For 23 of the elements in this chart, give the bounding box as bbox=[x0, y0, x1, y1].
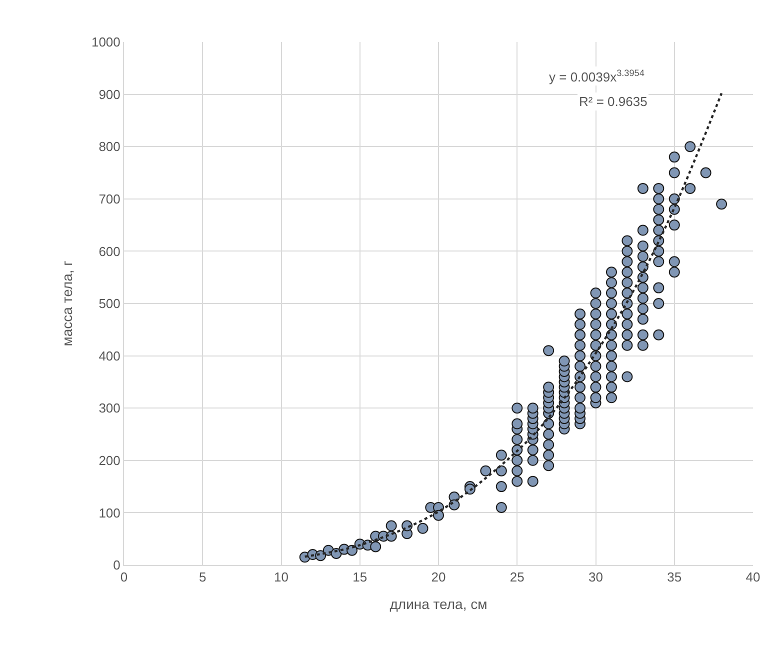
y-tick-label: 200 bbox=[98, 452, 120, 468]
x-tick-label: 40 bbox=[746, 570, 760, 585]
y-tick-label: 800 bbox=[98, 139, 120, 154]
y-tick-label: 1000 bbox=[91, 34, 120, 50]
x-axis-title: длина тела, см bbox=[390, 596, 488, 612]
y-tick-label: 300 bbox=[98, 400, 120, 416]
y-tick-label: 100 bbox=[98, 505, 120, 520]
x-tick-label: 15 bbox=[352, 570, 368, 585]
y-axis-title: масса тела, г bbox=[59, 260, 76, 346]
x-tick-label: 20 bbox=[431, 570, 446, 585]
y-tick-label: 700 bbox=[98, 191, 120, 206]
y-tick-label: 900 bbox=[98, 86, 120, 102]
x-tick-label: 30 bbox=[588, 570, 603, 585]
y-tick-label: 400 bbox=[98, 348, 120, 364]
x-tick-label: 10 bbox=[274, 570, 288, 585]
y-tick-label: 0 bbox=[113, 558, 120, 573]
annotation: y = 0.0039x$^{3.3954}$ bbox=[549, 68, 644, 84]
annotation: R² = 0.9635 bbox=[579, 94, 648, 109]
x-tick-label: 35 bbox=[667, 570, 682, 585]
x-tick-label: 25 bbox=[510, 570, 524, 585]
x-tick-label: 5 bbox=[199, 570, 206, 585]
y-tick-label: 600 bbox=[98, 244, 120, 259]
y-tick-label: 500 bbox=[98, 296, 120, 312]
